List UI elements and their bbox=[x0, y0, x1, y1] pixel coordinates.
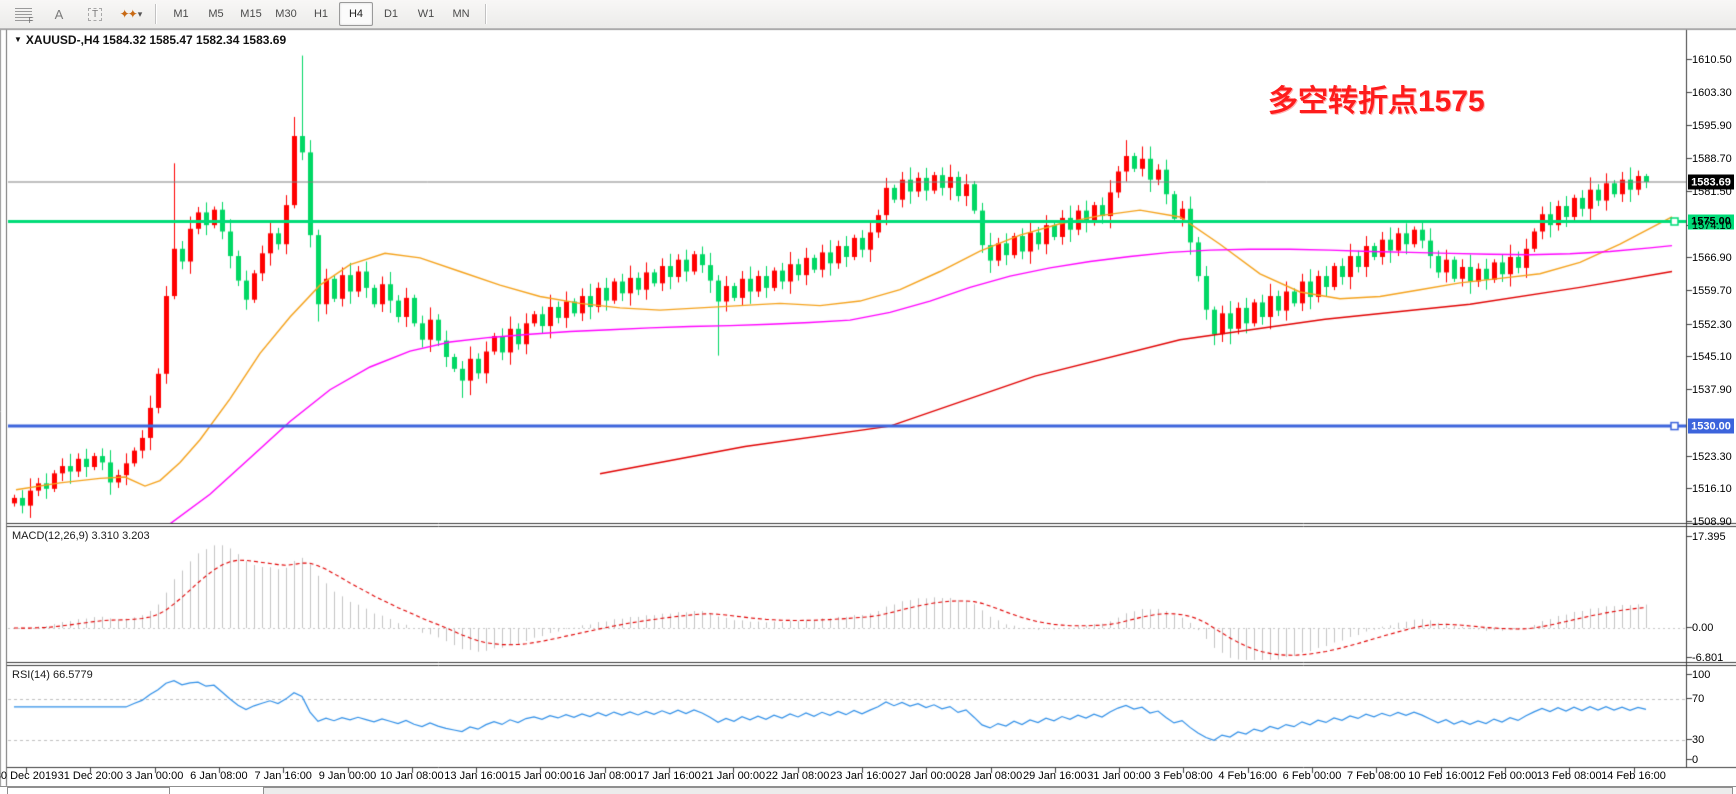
price-axis-label: 1603.30 bbox=[1692, 86, 1732, 99]
price-axis-label: 1581.50 bbox=[1692, 185, 1732, 198]
text-tool-icon: T bbox=[87, 7, 103, 21]
horizontal-scrollbar bbox=[0, 786, 1736, 794]
time-axis-label: 22 Jan 08:00 bbox=[765, 770, 830, 782]
text-tool-button[interactable]: T bbox=[78, 2, 112, 26]
chevron-down-icon[interactable]: ▾ bbox=[137, 8, 143, 19]
time-axis-label: 16 Jan 08:00 bbox=[572, 770, 637, 782]
price-axis-label: 1566.90 bbox=[1692, 252, 1732, 265]
time-axis-label: 15 Jan 00:00 bbox=[508, 770, 573, 782]
current-price-tag: 1583.69 bbox=[1688, 174, 1734, 190]
price-axis-label: 1588.70 bbox=[1692, 153, 1732, 166]
time-axis-label: 13 Jan 16:00 bbox=[444, 770, 508, 782]
timeframe-button-W1[interactable]: W1 bbox=[417, 8, 435, 20]
chart-title: ▼ XAUUSD-,H4 1584.32 1585.47 1582.34 1583… bbox=[14, 33, 286, 47]
annotation-text[interactable]: 多空转折点1575 bbox=[1268, 85, 1485, 118]
time-axis-label: 23 Jan 16:00 bbox=[830, 770, 894, 782]
price-axis-label: 1595.90 bbox=[1692, 120, 1732, 133]
arrows-tool-button[interactable]: ✦✦ ▾ bbox=[114, 2, 148, 26]
price-axis-label: 1523.30 bbox=[1692, 450, 1732, 463]
macd-axis-label: 17.395 bbox=[1692, 531, 1726, 543]
text-label-tool-button[interactable]: A bbox=[42, 2, 76, 26]
time-axis-label: 4 Feb 16:00 bbox=[1218, 770, 1278, 782]
time-axis-label: 21 Jan 00:00 bbox=[701, 770, 766, 782]
toolbar-separator bbox=[155, 4, 157, 24]
timeframe-button-M1[interactable]: M1 bbox=[173, 8, 189, 20]
arrows-icon: ✦✦ bbox=[119, 7, 138, 21]
rsi-indicator-label: RSI(14) 66.5779 bbox=[12, 669, 93, 681]
time-axis-label: 30 Dec 2019 bbox=[0, 770, 58, 782]
time-axis-label: 29 Jan 16:00 bbox=[1022, 770, 1087, 782]
price-axis-label: 1559.70 bbox=[1692, 285, 1732, 298]
time-axis-label: 6 Jan 08:00 bbox=[190, 770, 248, 782]
macd-axis-label: -6.801 bbox=[1692, 652, 1724, 664]
scrollbar-track-segment[interactable] bbox=[7, 787, 170, 794]
time-axis-label: 10 Feb 16:00 bbox=[1408, 770, 1474, 782]
support-1530-price-tag: 1530.00 bbox=[1688, 418, 1734, 434]
symbol-period-label: XAUUSD-,H4 bbox=[25, 33, 100, 47]
price-axis-label: 1537.90 bbox=[1692, 384, 1732, 397]
price-axis-label: 1508.90 bbox=[1692, 515, 1732, 528]
timeframe-button-M15[interactable]: M15 bbox=[240, 8, 262, 20]
text-label-icon: A bbox=[54, 6, 64, 22]
time-axis-label: 31 Dec 20:00 bbox=[57, 770, 124, 782]
time-axis-label: 13 Feb 08:00 bbox=[1536, 770, 1602, 782]
time-axis-label: 6 Feb 00:00 bbox=[1282, 770, 1342, 782]
time-axis-label: 3 Feb 08:00 bbox=[1154, 770, 1213, 782]
timeframe-button-M5[interactable]: M5 bbox=[208, 8, 224, 20]
time-axis-label: 27 Jan 00:00 bbox=[894, 770, 958, 782]
time-axis-label: 3 Jan 00:00 bbox=[125, 770, 184, 782]
timeframe-button-M30[interactable]: M30 bbox=[275, 8, 297, 20]
rsi-axis-label: 30 bbox=[1692, 734, 1705, 746]
fibonacci-grid-icon: F bbox=[14, 7, 34, 25]
price-axis-label: 1552.30 bbox=[1692, 318, 1732, 331]
time-axis-label: 31 Jan 00:00 bbox=[1087, 770, 1151, 782]
macd-indicator-label: MACD(12,26,9) 3.310 3.203 bbox=[12, 530, 150, 542]
price-axis-label: 1545.10 bbox=[1692, 351, 1732, 364]
rsi-axis-label: 70 bbox=[1692, 693, 1705, 705]
price-axis-label: 1610.50 bbox=[1692, 54, 1732, 67]
time-axis-label: 17 Jan 16:00 bbox=[637, 770, 701, 782]
time-axis-label: 28 Jan 08:00 bbox=[958, 770, 1023, 782]
symbol-dropdown-triangle[interactable]: ▼ bbox=[14, 35, 22, 44]
timeframe-button-D1[interactable]: D1 bbox=[383, 8, 399, 20]
rsi-axis-label: 0 bbox=[1692, 754, 1699, 766]
fibonacci-grid-tool-button[interactable]: F bbox=[6, 2, 40, 26]
time-axis-label: 10 Jan 08:00 bbox=[379, 770, 444, 782]
scrollbar-thumb[interactable] bbox=[263, 787, 1733, 794]
rsi-axis-label: 100 bbox=[1692, 669, 1711, 681]
time-axis-label: 7 Jan 16:00 bbox=[254, 770, 312, 782]
ohlc-values: 1584.32 1585.47 1582.34 1583.69 bbox=[102, 33, 287, 47]
price-axis-label: 1516.10 bbox=[1692, 483, 1732, 496]
time-axis-label: 12 Feb 00:00 bbox=[1472, 770, 1538, 782]
toolbar-separator bbox=[485, 4, 487, 24]
macd-axis-label: 0.00 bbox=[1692, 622, 1714, 634]
toolbar: F A T ✦✦ ▾ M1 M5 M15 M30 H1 H4 D1 W1 MN bbox=[0, 0, 1736, 29]
price-axis-label: 1574.10 bbox=[1692, 219, 1732, 232]
time-axis-label: 9 Jan 00:00 bbox=[318, 770, 377, 782]
timeframe-button-H1[interactable]: H1 bbox=[313, 8, 329, 20]
timeframe-button-MN[interactable]: MN bbox=[452, 8, 470, 20]
timeframe-button-H4[interactable]: H4 bbox=[339, 2, 373, 26]
support-1575-price-tag: 1575.00 bbox=[1688, 214, 1734, 229]
timeframe-group: M1 M5 M15 M30 H1 H4 D1 W1 MN bbox=[164, 2, 478, 26]
time-axis-label: 14 Feb 16:00 bbox=[1601, 770, 1666, 782]
time-axis-label: 7 Feb 08:00 bbox=[1346, 770, 1406, 782]
